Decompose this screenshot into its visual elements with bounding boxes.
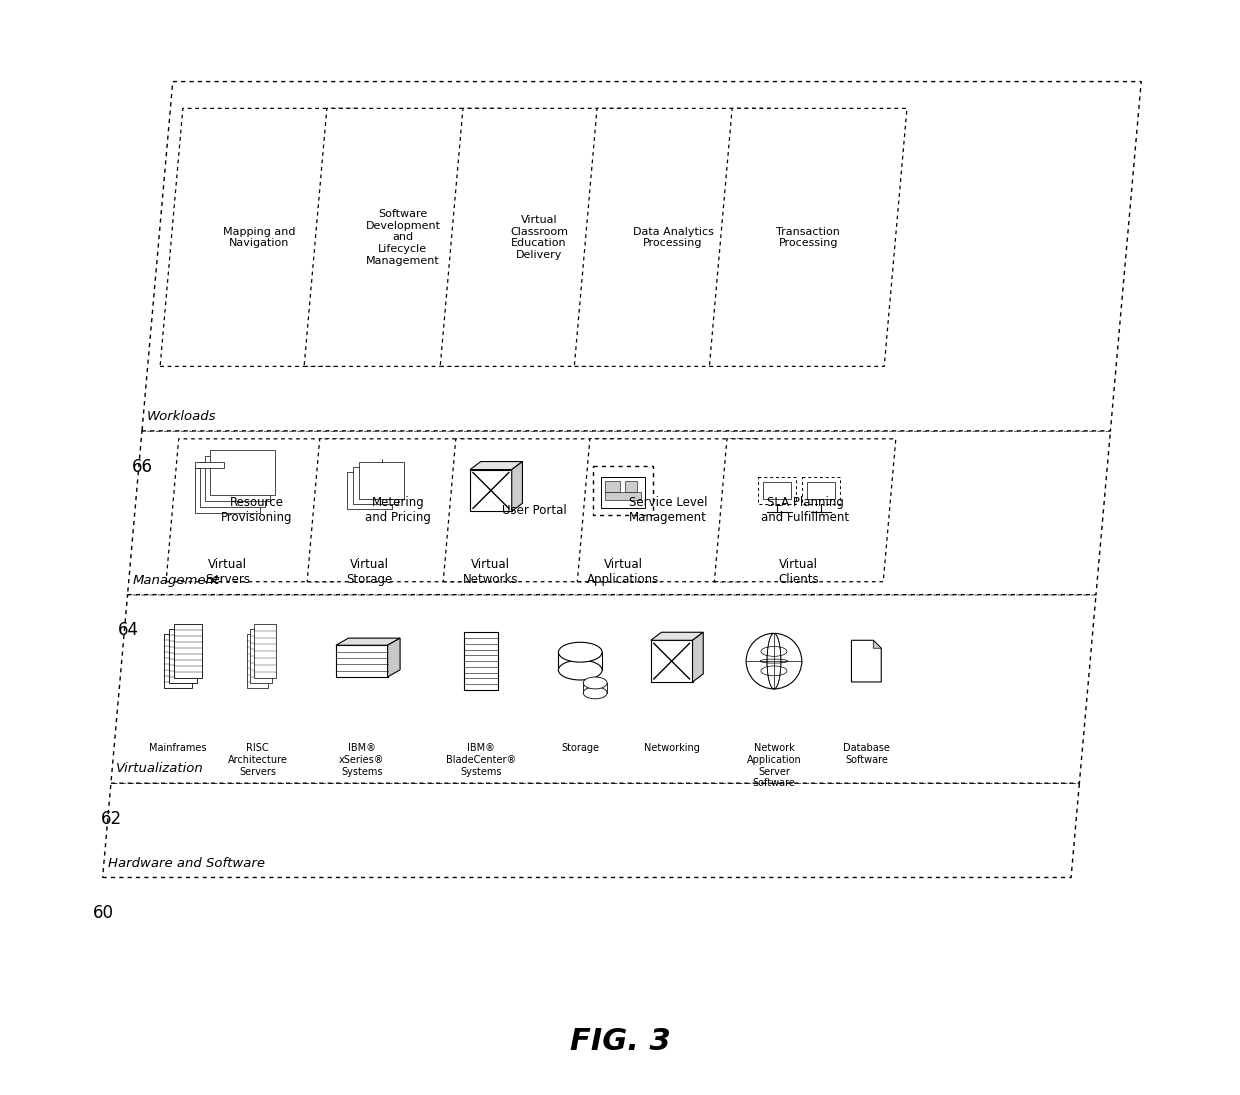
Text: Virtual
Storage: Virtual Storage — [346, 558, 393, 586]
Ellipse shape — [558, 660, 603, 680]
Text: Resource
Provisioning: Resource Provisioning — [221, 496, 293, 525]
Bar — [347, 472, 392, 509]
Bar — [558, 653, 603, 670]
Text: Workloads: Workloads — [148, 410, 217, 423]
Text: IBM®
BladeCenter®
Systems: IBM® BladeCenter® Systems — [446, 744, 516, 776]
Text: Mainframes: Mainframes — [149, 744, 207, 753]
Bar — [169, 629, 197, 683]
Polygon shape — [308, 439, 489, 581]
Bar — [763, 482, 791, 499]
Bar — [206, 457, 270, 500]
Text: 66: 66 — [131, 458, 153, 475]
Polygon shape — [304, 108, 502, 367]
Circle shape — [746, 633, 802, 689]
Polygon shape — [692, 632, 703, 682]
Text: Network
Application
Server
Software: Network Application Server Software — [746, 744, 801, 788]
Ellipse shape — [558, 643, 603, 662]
Bar — [651, 641, 692, 682]
Bar — [593, 465, 652, 516]
Polygon shape — [578, 439, 759, 581]
Bar — [254, 624, 277, 679]
Polygon shape — [160, 108, 357, 367]
Text: 60: 60 — [93, 904, 114, 922]
Text: Metering
and Pricing: Metering and Pricing — [365, 496, 430, 525]
Polygon shape — [443, 439, 625, 581]
Polygon shape — [336, 638, 401, 645]
Polygon shape — [470, 462, 522, 470]
Bar — [174, 624, 202, 679]
Polygon shape — [440, 108, 637, 367]
Polygon shape — [166, 439, 347, 581]
Polygon shape — [388, 638, 401, 677]
Bar — [164, 634, 192, 689]
Bar — [196, 468, 260, 512]
Polygon shape — [141, 81, 1141, 431]
Text: IBM®
xSeries®
Systems: IBM® xSeries® Systems — [339, 744, 384, 776]
Text: Database
Software: Database Software — [843, 744, 890, 765]
Polygon shape — [852, 641, 882, 682]
Bar — [605, 481, 620, 493]
Text: Virtualization: Virtualization — [115, 762, 203, 775]
Text: Service Level
Management: Service Level Management — [629, 496, 707, 525]
Text: Virtual
Classroom
Education
Delivery: Virtual Classroom Education Delivery — [510, 215, 568, 260]
Bar — [625, 481, 637, 493]
Text: Networking: Networking — [644, 744, 699, 753]
Bar — [758, 476, 796, 505]
Ellipse shape — [583, 687, 608, 699]
Polygon shape — [128, 431, 1111, 595]
Polygon shape — [873, 641, 882, 648]
Bar — [470, 470, 512, 511]
Bar — [360, 462, 404, 499]
Polygon shape — [512, 462, 522, 511]
Polygon shape — [574, 108, 771, 367]
Polygon shape — [709, 108, 906, 367]
Bar — [583, 683, 608, 693]
Bar — [196, 462, 224, 468]
Text: 62: 62 — [100, 810, 122, 828]
Bar — [250, 629, 273, 683]
Text: Virtual
Servers: Virtual Servers — [205, 558, 250, 586]
Text: Mapping and
Navigation: Mapping and Navigation — [223, 227, 295, 249]
Text: SLA Planning
and Fulfillment: SLA Planning and Fulfillment — [761, 496, 849, 525]
Polygon shape — [651, 632, 703, 641]
Text: Data Analytics
Processing: Data Analytics Processing — [632, 227, 713, 249]
Polygon shape — [103, 783, 1079, 877]
Text: RISC
Architecture
Servers: RISC Architecture Servers — [227, 744, 288, 776]
Text: Virtual
Applications: Virtual Applications — [587, 558, 660, 586]
Text: Hardware and Software: Hardware and Software — [108, 856, 264, 869]
Text: 64: 64 — [118, 622, 139, 639]
Bar — [211, 450, 275, 495]
Bar — [807, 482, 835, 499]
Bar — [600, 476, 645, 508]
Text: Management: Management — [133, 574, 219, 587]
Bar — [336, 645, 388, 677]
Bar — [353, 466, 398, 505]
Bar — [802, 476, 839, 505]
Bar — [464, 632, 498, 690]
Text: Virtual
Networks: Virtual Networks — [463, 558, 518, 586]
Bar — [605, 493, 641, 500]
Ellipse shape — [583, 677, 608, 689]
Text: Virtual
Clients: Virtual Clients — [779, 558, 820, 586]
Bar — [201, 462, 265, 507]
Text: Transaction
Processing: Transaction Processing — [776, 227, 841, 249]
Text: User Portal: User Portal — [501, 504, 567, 517]
Text: Software
Development
and
Lifecycle
Management: Software Development and Lifecycle Manag… — [366, 209, 440, 266]
Polygon shape — [110, 595, 1096, 783]
Bar — [247, 634, 268, 689]
Text: Storage: Storage — [562, 744, 599, 753]
Text: FIG. 3: FIG. 3 — [569, 1027, 671, 1056]
Polygon shape — [714, 439, 895, 581]
